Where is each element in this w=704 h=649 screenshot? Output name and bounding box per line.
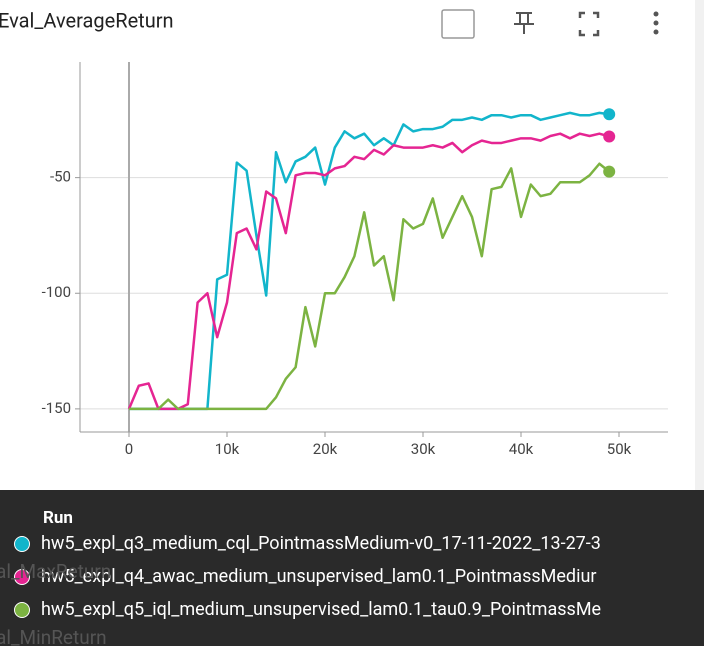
- end-dot: [603, 130, 616, 143]
- end-dot: [603, 165, 616, 178]
- legend-row: hw5_expl_q5_iql_medium_unsupervised_lam0…: [14, 599, 601, 620]
- pin-icon[interactable]: [514, 12, 534, 34]
- menu-icon[interactable]: [653, 11, 659, 35]
- background-label: al_MinReturn: [0, 626, 107, 649]
- x-tick-label: 50k: [607, 440, 632, 458]
- legend-swatch: [14, 601, 30, 618]
- legend-row: hw5_expl_q3_medium_cql_PointmassMedium-v…: [14, 533, 601, 554]
- background-label: al_MaxReturn: [0, 560, 112, 583]
- x-tick-label: 10k: [215, 440, 240, 458]
- series-line: [127, 132, 610, 411]
- fit-icon[interactable]: [441, 9, 475, 39]
- toolbar[interactable]: [441, 9, 659, 39]
- legend-title: Run: [43, 508, 73, 528]
- legend: Run hw5_expl_q3_medium_cql_PointmassMedi…: [0, 490, 704, 646]
- x-tick-label: 30k: [411, 440, 436, 458]
- y-tick-label: -150: [42, 399, 71, 417]
- chart: Eval_AverageReturn -50 -100 -150 0 10k 20k 30k…: [0, 0, 704, 490]
- legend-label: hw5_expl_q5_iql_medium_unsupervised_lam0…: [41, 599, 602, 620]
- chart-title: Eval_AverageReturn: [0, 8, 174, 32]
- legend-label: hw5_expl_q4_awac_medium_unsupervised_lam…: [41, 566, 597, 587]
- y-tick-label: -50: [50, 168, 71, 186]
- legend-swatch: [14, 535, 30, 552]
- legend-row: hw5_expl_q4_awac_medium_unsupervised_lam…: [14, 566, 597, 587]
- legend-swatch: [14, 568, 30, 585]
- fullscreen-icon[interactable]: [578, 11, 600, 37]
- x-tick-label: 0: [125, 440, 133, 458]
- y-tick-label: -100: [42, 283, 71, 301]
- x-tick-label: 20k: [313, 440, 338, 458]
- end-dot: [603, 108, 616, 121]
- legend-label: hw5_expl_q3_medium_cql_PointmassMedium-v…: [41, 533, 601, 554]
- scrollbar[interactable]: [695, 0, 704, 490]
- series-line: [129, 162, 610, 411]
- x-tick-label: 40k: [509, 440, 534, 458]
- series-line: [129, 111, 610, 411]
